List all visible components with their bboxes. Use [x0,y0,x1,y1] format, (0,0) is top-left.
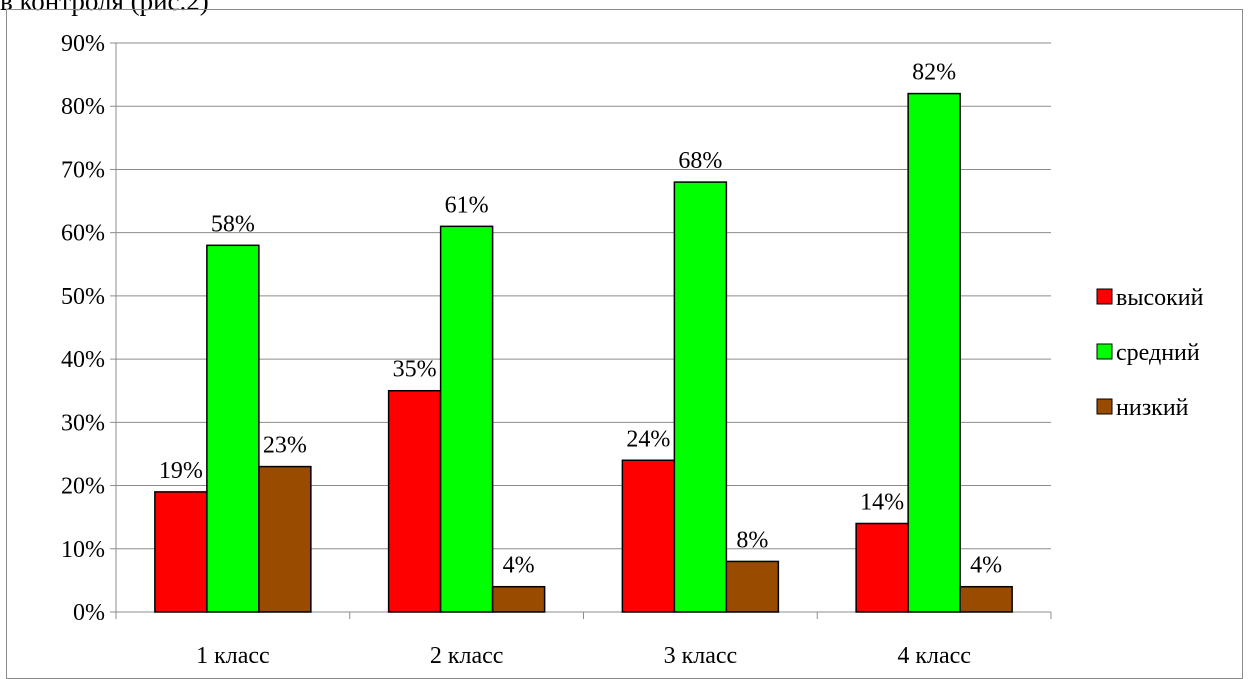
x-tick-label: 4 класс [897,643,971,669]
bar [725,560,780,613]
legend-label: низкий [1116,395,1189,421]
data-label: 8% [736,527,768,553]
data-label: 14% [860,489,904,515]
bar [621,459,676,613]
bar [673,181,728,613]
data-labels: 19% 58% 23% 35% 61% 4% 24% 68% 8% 14% 82% 4% [159,60,1002,579]
y-tick-label: 70% [61,157,105,183]
y-tick-label: 50% [61,284,105,310]
legend-swatch [1096,398,1113,415]
data-label: 24% [626,426,670,452]
legend-label: высокий [1116,285,1204,311]
bar [439,225,494,613]
data-label: 61% [445,192,489,218]
y-tick-label: 80% [61,94,105,120]
x-tick-label: 2 класс [430,643,504,669]
x-tick-label: 3 класс [664,643,738,669]
bar [491,585,546,613]
bar [907,92,961,613]
caption-text: в контроля (рис.2) [0,0,209,16]
data-label: 23% [263,433,307,459]
data-label: 35% [393,357,437,383]
data-label: 68% [678,148,722,174]
bar [154,491,208,613]
y-tick-label: 40% [61,347,105,373]
y-tick-label: 30% [61,410,105,436]
data-label: 19% [159,458,203,484]
x-tick-label: 1 класс [196,643,270,669]
bar [959,585,1013,613]
bar [387,389,442,613]
bar [258,465,312,613]
y-tick-label: 90% [61,31,105,57]
bars [154,92,1013,613]
y-tick-label: 20% [61,474,105,500]
data-label: 82% [912,60,956,86]
axes: 0% 10% 20% 30% 40% 50% 60% 70% 80% 90% 1 класс 2 кл… [61,31,1052,669]
data-label: 4% [970,553,1002,579]
y-tick-label: 10% [61,537,105,563]
y-tick-label: 60% [61,221,105,247]
bar [855,522,909,613]
legend-swatch [1096,343,1113,360]
y-tick-label: 0% [73,600,105,626]
legend-swatch [1096,288,1113,305]
legend-label: средний [1116,340,1200,366]
data-label: 4% [503,553,535,579]
bar [206,244,260,613]
data-label: 58% [211,211,255,237]
legend: высокий средний низкий [1096,285,1204,421]
